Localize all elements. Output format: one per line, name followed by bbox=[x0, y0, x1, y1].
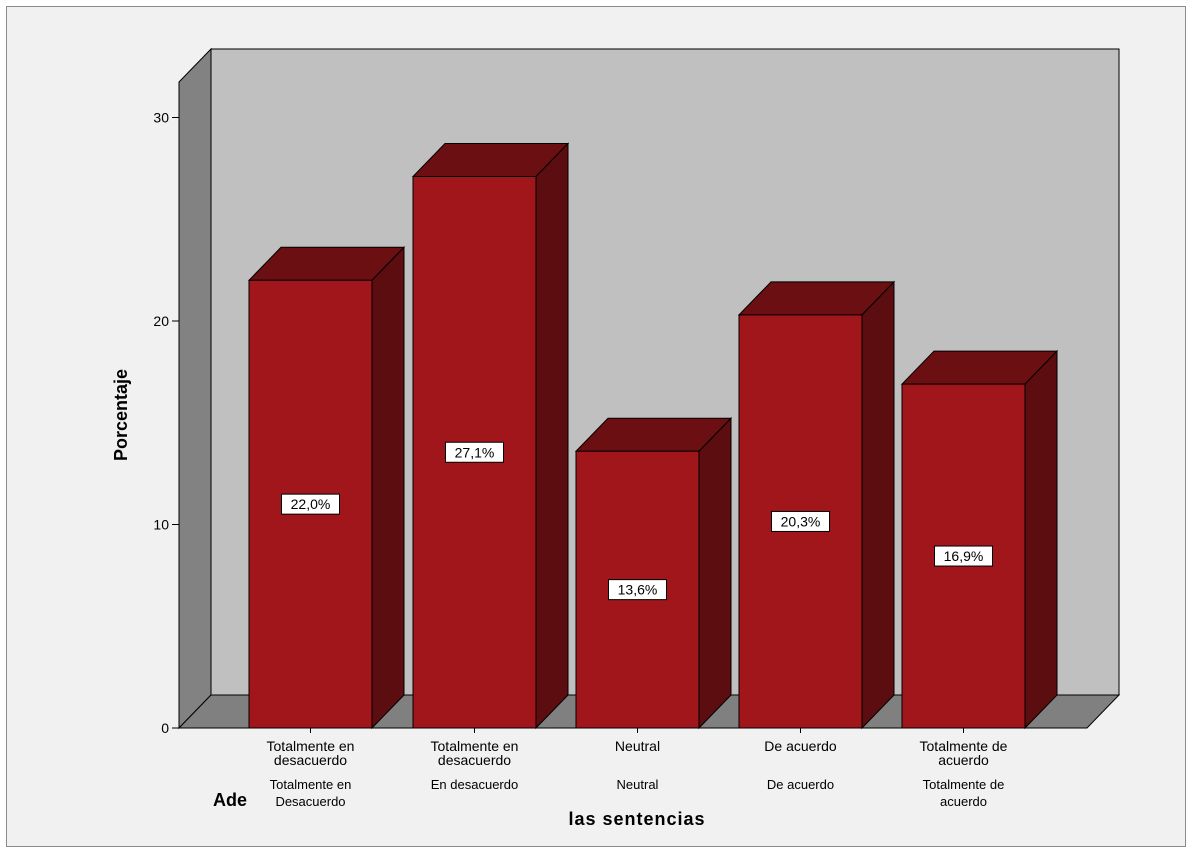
overlay-label: Totalmente de acuerdo bbox=[923, 777, 1005, 809]
bar-side-face bbox=[1025, 351, 1057, 728]
bar: 20,3% bbox=[739, 282, 894, 728]
bar: 13,6% bbox=[576, 418, 731, 728]
chart-frame: 0 10 20 30 22,0% 27,1% 13,6% 20,3% 16,9% Totalm… bbox=[6, 6, 1186, 847]
x-axis-labels: Totalmente en desacuerdo Totalmente en desa… bbox=[267, 728, 1008, 809]
value-label: 27,1% bbox=[455, 444, 495, 460]
x-tick-label: Totalmente en desacuerdo bbox=[431, 738, 519, 768]
y-tick-label: 30 bbox=[153, 110, 169, 126]
bar-side-face bbox=[536, 144, 568, 728]
side-wall bbox=[179, 49, 211, 728]
bar: 22,0% bbox=[249, 247, 404, 728]
value-label: 13,6% bbox=[618, 582, 658, 598]
value-label: 22,0% bbox=[291, 496, 331, 512]
x-tick-label: Totalmente en desacuerdo bbox=[267, 738, 355, 768]
value-label: 16,9% bbox=[944, 548, 984, 564]
bar-side-face bbox=[862, 282, 894, 728]
bar: 27,1% bbox=[413, 144, 568, 728]
x-axis-title-fragment: Ade bbox=[213, 790, 247, 810]
bar-side-face bbox=[372, 247, 404, 728]
x-tick-label: Totalmente de acuerdo bbox=[920, 738, 1008, 768]
value-label: 20,3% bbox=[781, 513, 821, 529]
x-tick-label: Neutral bbox=[615, 738, 660, 754]
overlay-label: Totalmente en Desacuerdo bbox=[270, 777, 352, 809]
bar-chart-3d: 0 10 20 30 22,0% 27,1% 13,6% 20,3% 16,9% Totalm… bbox=[7, 7, 1187, 848]
overlay-label: De acuerdo bbox=[767, 777, 834, 792]
y-tick-label: 20 bbox=[153, 313, 169, 329]
overlay-label: En desacuerdo bbox=[431, 777, 518, 792]
overlay-label: Neutral bbox=[617, 777, 659, 792]
x-axis-title: las sentencias bbox=[568, 809, 705, 829]
bar: 16,9% bbox=[902, 351, 1057, 728]
x-tick-label: De acuerdo bbox=[764, 738, 837, 754]
y-tick-label: 0 bbox=[161, 720, 169, 736]
y-axis-title: Porcentaje bbox=[111, 369, 131, 461]
bar-side-face bbox=[699, 418, 731, 728]
y-tick-label: 10 bbox=[153, 517, 169, 533]
